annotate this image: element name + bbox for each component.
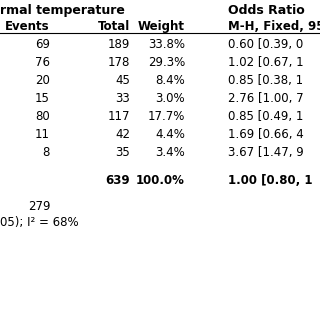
Text: 15: 15 [35, 92, 50, 105]
Text: 69: 69 [35, 38, 50, 51]
Text: 1.02 [0.67, 1: 1.02 [0.67, 1 [228, 56, 304, 69]
Text: 0.85 [0.49, 1: 0.85 [0.49, 1 [228, 110, 303, 123]
Text: Events: Events [5, 20, 50, 33]
Text: 189: 189 [108, 38, 130, 51]
Text: 42: 42 [115, 128, 130, 141]
Text: 100.0%: 100.0% [136, 174, 185, 187]
Text: 33.8%: 33.8% [148, 38, 185, 51]
Text: 2.76 [1.00, 7: 2.76 [1.00, 7 [228, 92, 304, 105]
Text: 279: 279 [28, 200, 51, 213]
Text: 178: 178 [108, 56, 130, 69]
Text: 35: 35 [115, 146, 130, 159]
Text: M-H, Fixed, 95°: M-H, Fixed, 95° [228, 20, 320, 33]
Text: 4.4%: 4.4% [155, 128, 185, 141]
Text: 8: 8 [43, 146, 50, 159]
Text: Odds Ratio: Odds Ratio [228, 4, 305, 17]
Text: Weight: Weight [138, 20, 185, 33]
Text: 1.00 [0.80, 1: 1.00 [0.80, 1 [228, 174, 313, 187]
Text: 80: 80 [35, 110, 50, 123]
Text: 11: 11 [35, 128, 50, 141]
Text: 45: 45 [115, 74, 130, 87]
Text: 0.60 [0.39, 0: 0.60 [0.39, 0 [228, 38, 303, 51]
Text: 3.0%: 3.0% [156, 92, 185, 105]
Text: 33: 33 [115, 92, 130, 105]
Text: 05); I² = 68%: 05); I² = 68% [0, 216, 79, 229]
Text: 0.85 [0.38, 1: 0.85 [0.38, 1 [228, 74, 303, 87]
Text: 8.4%: 8.4% [155, 74, 185, 87]
Text: 117: 117 [108, 110, 130, 123]
Text: Total: Total [98, 20, 130, 33]
Text: 1.69 [0.66, 4: 1.69 [0.66, 4 [228, 128, 304, 141]
Text: 17.7%: 17.7% [148, 110, 185, 123]
Text: 3.4%: 3.4% [155, 146, 185, 159]
Text: rmal temperature: rmal temperature [0, 4, 125, 17]
Text: 29.3%: 29.3% [148, 56, 185, 69]
Text: 20: 20 [35, 74, 50, 87]
Text: 76: 76 [35, 56, 50, 69]
Text: 639: 639 [105, 174, 130, 187]
Text: 3.67 [1.47, 9: 3.67 [1.47, 9 [228, 146, 304, 159]
